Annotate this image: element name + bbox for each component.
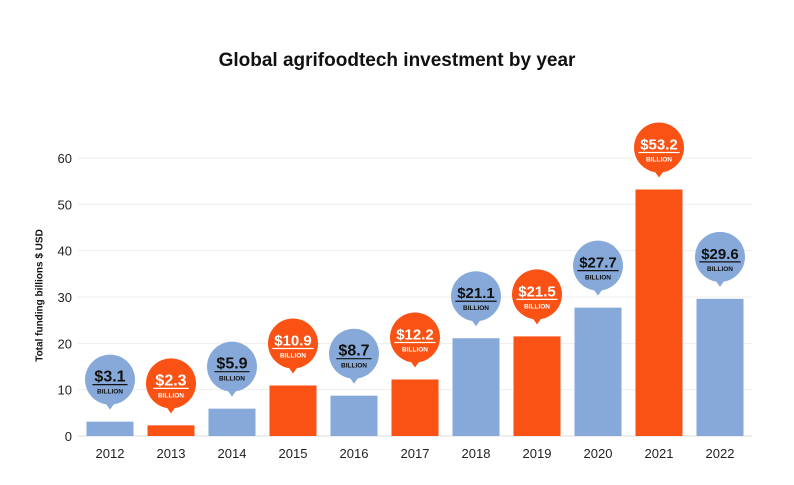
y-tick-label: 60: [58, 151, 72, 166]
data-label-unit: BILLION: [219, 376, 245, 383]
bubble-pointer: [349, 376, 359, 384]
bar-2020: [574, 307, 622, 436]
x-tick-label: 2021: [645, 446, 674, 461]
data-label-unit: BILLION: [463, 305, 489, 312]
data-label-bubble: [451, 271, 501, 322]
data-label-value: $21.1: [457, 285, 495, 302]
data-label-value: $2.3: [155, 372, 186, 389]
bubble-pointer: [105, 402, 115, 410]
bubble-pointer: [410, 360, 420, 368]
data-label-unit: BILLION: [585, 275, 611, 282]
data-label-value: $53.2: [640, 137, 678, 154]
bar-2016: [330, 395, 378, 436]
bubble-pointer: [715, 279, 725, 287]
x-tick-label: 2017: [401, 446, 430, 461]
bubble-pointer: [227, 389, 237, 397]
x-tick-label: 2015: [279, 446, 308, 461]
data-label-bubble: [85, 354, 135, 405]
x-tick-label: 2013: [157, 446, 186, 461]
bar-2019: [513, 336, 561, 436]
x-tick-label: 2022: [706, 446, 735, 461]
x-tick-label: 2019: [523, 446, 552, 461]
data-label-unit: BILLION: [97, 389, 123, 396]
bar-2017: [391, 379, 439, 436]
data-label-value: $8.7: [338, 343, 369, 360]
data-label-bubble: [146, 358, 196, 409]
y-tick-label: 20: [58, 336, 72, 351]
y-tick-label: 0: [65, 429, 72, 444]
data-label-value: $27.7: [579, 255, 617, 272]
data-label-value: $10.9: [274, 332, 312, 349]
data-label-bubble: [695, 231, 745, 282]
data-label-unit: BILLION: [341, 363, 367, 370]
bar-2015: [269, 385, 317, 436]
y-tick-label: 40: [58, 244, 72, 259]
data-label-bubble: [573, 240, 623, 291]
bubble-pointer: [471, 319, 481, 327]
y-tick-label: 50: [58, 197, 72, 212]
bar-2013: [147, 425, 195, 436]
bar-2014: [208, 408, 256, 436]
data-label-bubble: [512, 269, 562, 320]
bubble-pointer: [593, 288, 603, 296]
y-tick-label: 30: [58, 290, 72, 305]
data-label-unit: BILLION: [707, 266, 733, 273]
x-tick-label: 2014: [218, 446, 247, 461]
bar-2018: [452, 338, 500, 436]
data-label-unit: BILLION: [646, 157, 672, 164]
x-tick-label: 2020: [584, 446, 613, 461]
bubble-pointer: [654, 170, 664, 178]
bar-2021: [635, 189, 683, 436]
data-label-unit: BILLION: [402, 346, 428, 353]
data-label-bubble: [329, 328, 379, 379]
data-label-bubble: [390, 312, 440, 363]
data-label-value: $12.2: [396, 326, 434, 343]
data-label-bubble: [268, 318, 318, 369]
y-tick-label: 10: [58, 383, 72, 398]
data-label-bubble: [634, 122, 684, 173]
chart-title: Global agrifoodtech investment by year: [218, 50, 576, 71]
bar-2022: [696, 298, 744, 436]
data-label-unit: BILLION: [524, 303, 550, 310]
data-label-value: $3.1: [94, 369, 125, 386]
bar-2012: [86, 421, 134, 436]
data-label-unit: BILLION: [158, 392, 184, 399]
data-label-value: $5.9: [216, 356, 247, 373]
data-label-value: $29.6: [701, 246, 739, 263]
data-label-unit: BILLION: [280, 352, 306, 359]
bubble-pointer: [166, 406, 176, 414]
x-tick-label: 2012: [96, 446, 125, 461]
bubble-pointer: [532, 317, 542, 325]
bubble-pointer: [288, 366, 298, 374]
data-label-bubble: [207, 341, 257, 392]
x-tick-label: 2018: [462, 446, 491, 461]
x-tick-label: 2016: [340, 446, 369, 461]
data-label-value: $21.5: [518, 283, 556, 300]
